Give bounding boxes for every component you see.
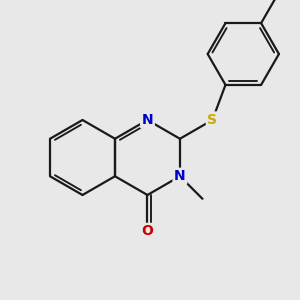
Text: N: N [174,169,186,183]
Text: N: N [142,113,153,127]
Text: S: S [207,113,218,127]
Text: O: O [142,224,153,239]
